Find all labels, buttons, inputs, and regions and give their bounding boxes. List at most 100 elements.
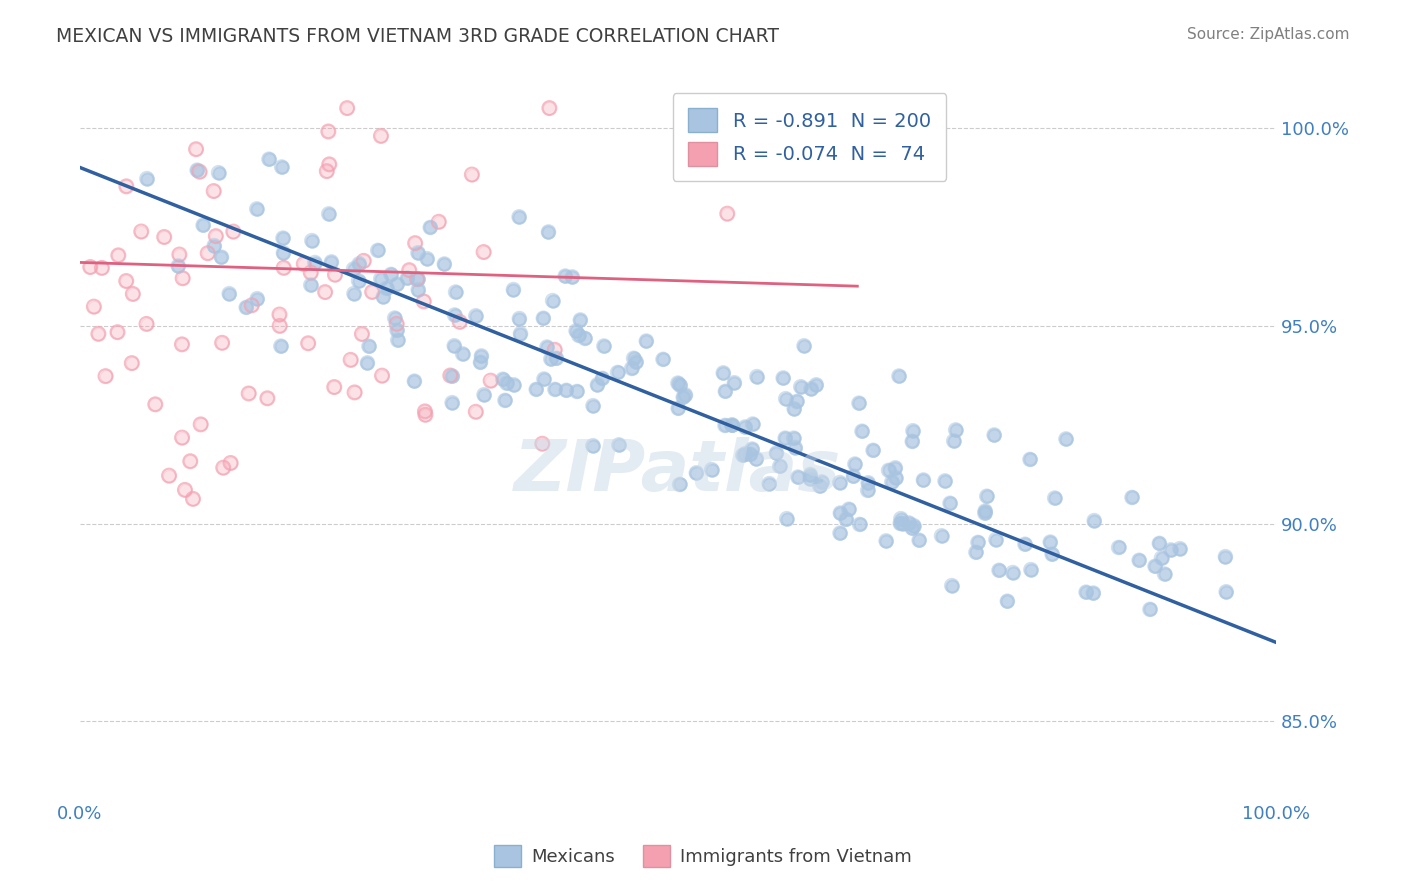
Point [574, 331, 596, 345]
Point [342, 262, 364, 277]
Point [271, 231, 294, 245]
Point [299, 266, 322, 280]
Point [685, 466, 707, 480]
Point [758, 476, 780, 491]
Point [83, 300, 105, 314]
Point [508, 311, 530, 326]
Point [1019, 452, 1042, 467]
Point [714, 418, 737, 433]
Point [509, 326, 531, 341]
Point [586, 377, 609, 392]
Point [723, 376, 745, 390]
Point [406, 272, 429, 286]
Point [538, 101, 561, 115]
Point [170, 431, 193, 445]
Point [856, 483, 879, 498]
Point [544, 343, 567, 357]
Point [995, 594, 1018, 608]
Point [444, 285, 467, 299]
Point [472, 387, 495, 401]
Point [218, 286, 240, 301]
Point [912, 473, 935, 487]
Point [741, 417, 763, 431]
Point [620, 361, 643, 376]
Point [782, 431, 804, 445]
Point [1168, 541, 1191, 556]
Point [901, 434, 924, 449]
Point [806, 377, 828, 392]
Point [555, 384, 578, 398]
Point [211, 335, 233, 350]
Point [828, 526, 851, 541]
Point [974, 504, 997, 518]
Point [1019, 452, 1042, 467]
Point [848, 517, 870, 532]
Point [115, 179, 138, 194]
Point [785, 441, 807, 455]
Point [1039, 535, 1062, 549]
Point [984, 533, 1007, 547]
Point [1128, 553, 1150, 567]
Point [444, 285, 467, 299]
Point [246, 202, 269, 216]
Point [404, 374, 426, 388]
Point [1153, 566, 1175, 581]
Point [606, 366, 628, 380]
Point [942, 434, 965, 448]
Point [205, 229, 228, 244]
Point [115, 179, 138, 194]
Point [675, 388, 697, 402]
Point [734, 447, 756, 461]
Point [301, 234, 323, 248]
Point [1168, 541, 1191, 556]
Point [439, 368, 461, 383]
Point [384, 311, 406, 326]
Point [495, 376, 517, 391]
Point [700, 463, 723, 477]
Point [361, 285, 384, 299]
Point [246, 292, 269, 306]
Point [269, 308, 291, 322]
Point [624, 355, 647, 369]
Point [347, 274, 370, 288]
Point [540, 351, 562, 366]
Point [502, 283, 524, 297]
Point [666, 376, 689, 390]
Point [273, 260, 295, 275]
Point [188, 164, 211, 178]
Point [318, 124, 340, 138]
Point [427, 215, 450, 229]
Point [479, 374, 502, 388]
Point [79, 260, 101, 274]
Point [877, 463, 900, 477]
Point [387, 277, 409, 292]
Point [396, 271, 419, 285]
Point [714, 384, 737, 399]
Point [775, 392, 797, 406]
Point [838, 502, 860, 516]
Point [531, 436, 554, 450]
Point [350, 326, 373, 341]
Point [256, 392, 278, 406]
Point [387, 277, 409, 292]
Point [769, 459, 792, 474]
Point [190, 417, 212, 432]
Point [711, 366, 734, 380]
Point [734, 447, 756, 461]
Point [443, 339, 465, 353]
Point [318, 157, 340, 171]
Point [1128, 553, 1150, 567]
Point [508, 210, 530, 224]
Point [356, 356, 378, 370]
Point [443, 308, 465, 322]
Point [593, 339, 616, 353]
Point [385, 317, 408, 331]
Point [765, 446, 787, 460]
Point [464, 405, 486, 419]
Point [190, 417, 212, 432]
Point [464, 309, 486, 323]
Point [672, 390, 695, 404]
Point [188, 164, 211, 178]
Point [367, 244, 389, 258]
Point [995, 594, 1018, 608]
